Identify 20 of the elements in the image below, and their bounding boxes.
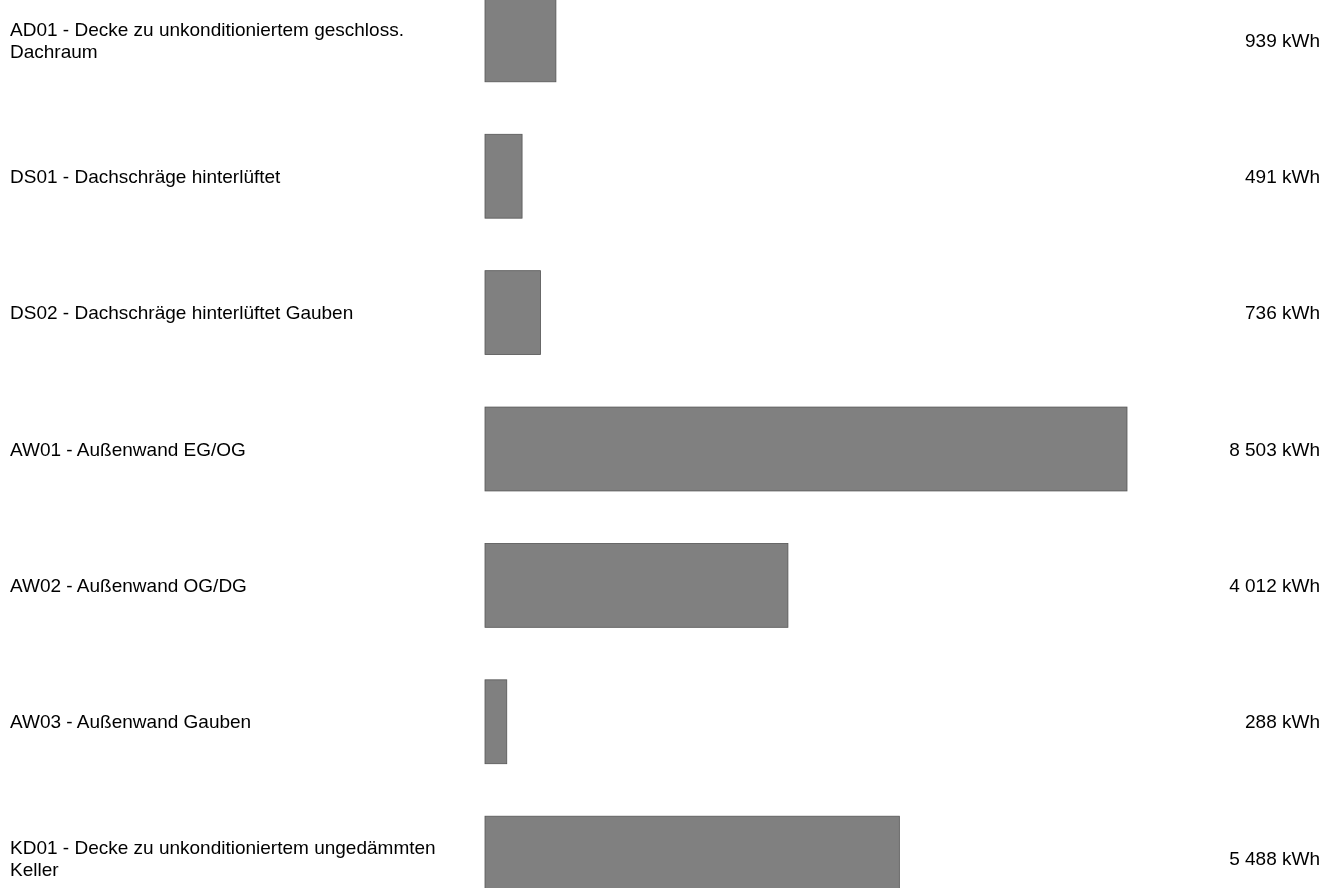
bar	[484, 270, 541, 355]
bar	[484, 133, 523, 219]
bar	[484, 679, 508, 765]
data-label: 736 kWh	[1245, 302, 1320, 324]
data-label: 8 503 kWh	[1229, 438, 1320, 460]
y-tick-label: KD01 - Decke zu unkonditioniertem ungedämmten Keller	[10, 836, 436, 880]
bar	[484, 0, 557, 83]
data-label: 5 488 kWh	[1229, 847, 1320, 869]
y-tick-label: DS02 - Dachschräge hinterlüftet Gauben	[10, 302, 354, 324]
data-label: 939 kWh	[1245, 29, 1320, 51]
bar	[484, 406, 1128, 492]
y-tick-label: DS01 - Dachschräge hinterlüftet	[10, 165, 282, 187]
y-tick-label: AW02 - Außenwand OG/DG	[10, 575, 247, 597]
y-tick-label: AD01 - Decke zu unkonditioniertem geschloss. Dachraum	[10, 18, 404, 62]
y-tick-label: AW03 - Außenwand Gauben	[10, 711, 252, 733]
data-label: 4 012 kWh	[1229, 575, 1320, 597]
data-label: 491 kWh	[1245, 165, 1320, 187]
y-tick-label: AW01 - Außenwand EG/OG	[10, 438, 246, 460]
bar	[484, 543, 789, 628]
data-label: 288 kWh	[1245, 711, 1320, 733]
